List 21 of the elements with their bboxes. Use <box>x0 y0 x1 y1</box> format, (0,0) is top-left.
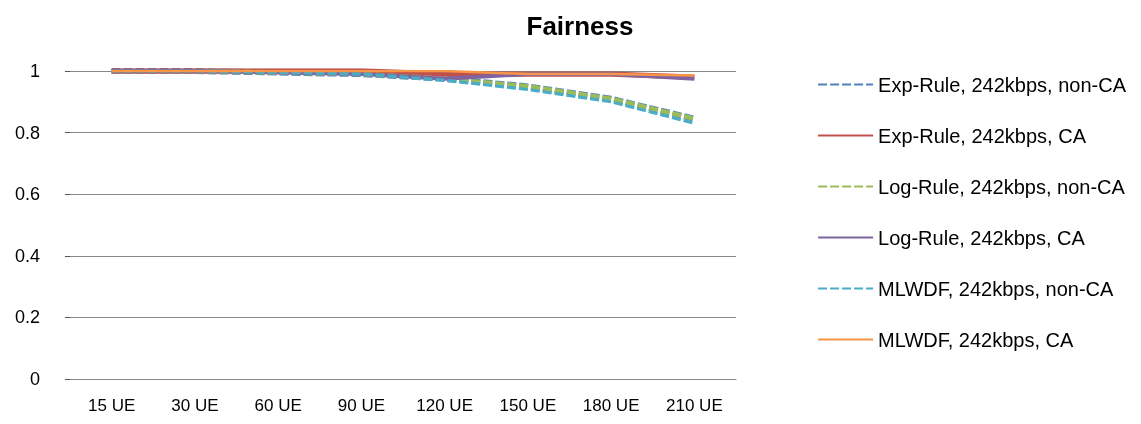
x-tick-label: 180 UE <box>582 396 640 415</box>
legend-label: Log-Rule, 242kbps, CA <box>878 226 1086 249</box>
x-tick-label: 90 UE <box>337 396 385 415</box>
y-tick-label: 0.8 <box>14 122 40 143</box>
x-tick-label: 60 UE <box>254 396 302 415</box>
x-tick-label: 210 UE <box>666 396 723 415</box>
x-tick-label: 15 UE <box>88 396 136 415</box>
y-tick-label: 1 <box>29 61 40 81</box>
x-tick-label: 30 UE <box>171 396 219 415</box>
y-tick-label: 0.2 <box>14 307 40 328</box>
y-tick-label: 0 <box>29 369 40 389</box>
legend-label: Exp-Rule, 242kbps, CA <box>878 124 1087 147</box>
chart-title: Fairness <box>526 11 634 41</box>
y-tick-label: 0.6 <box>14 184 40 205</box>
x-tick-label: 150 UE <box>499 396 557 415</box>
legend-label: MLWDF, 242kbps, non-CA <box>878 277 1115 300</box>
x-tick-label: 120 UE <box>416 396 473 415</box>
legend-label: Log-Rule, 242kbps, non-CA <box>878 175 1126 198</box>
legend-label: MLWDF, 242kbps, CA <box>878 328 1074 351</box>
y-tick-label: 0.4 <box>14 245 40 266</box>
legend-label: Exp-Rule, 242kbps, non-CA <box>878 73 1127 96</box>
